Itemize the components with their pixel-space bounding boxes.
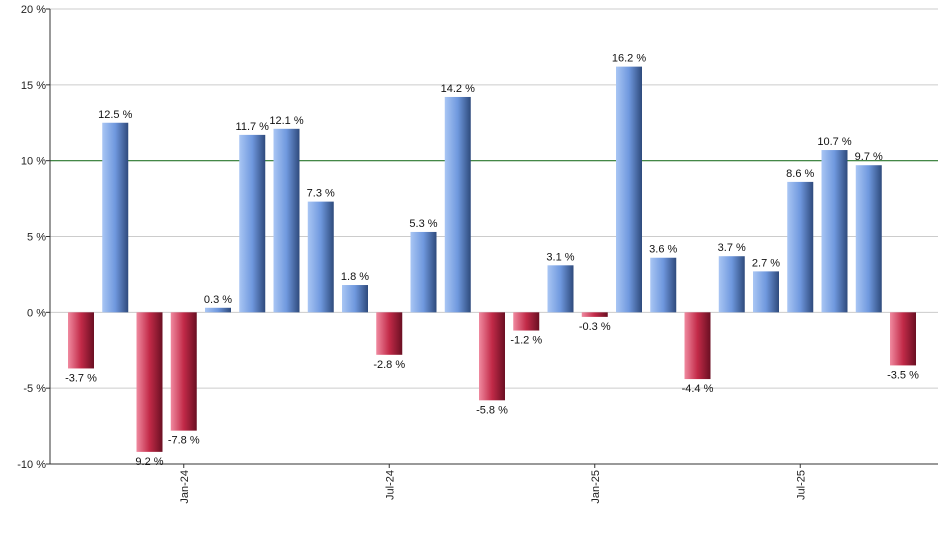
bar-value-label: -1.2 % <box>510 335 542 347</box>
bar-value-label: 3.6 % <box>649 244 677 256</box>
bar-Jan-25 <box>581 312 608 317</box>
bar-Nov-24 <box>513 312 540 331</box>
bar-Jul-24 <box>376 312 403 355</box>
bar-value-label: 10.7 % <box>817 136 851 148</box>
bar-value-label: 14.2 % <box>441 83 475 95</box>
bar-value-label: 5.3 % <box>409 218 437 230</box>
bar-Jan-24 <box>170 312 197 431</box>
bar-Oct-23 <box>68 312 94 369</box>
bar-value-label: 16.2 % <box>612 53 646 65</box>
y-tick-label: -5 % <box>23 383 46 395</box>
bar-May-24 <box>307 201 334 313</box>
bar-value-label: -0.3 % <box>579 321 611 333</box>
x-tick-label: Jul-24 <box>384 470 396 500</box>
bar-value-label: 0.3 % <box>204 294 232 306</box>
bar-Feb-24 <box>205 307 231 313</box>
bar-Sep-25 <box>855 165 882 313</box>
bar-value-label: 7.3 % <box>307 188 335 200</box>
bar-Dec-23 <box>136 312 163 452</box>
bar-Feb-25 <box>616 66 642 313</box>
bar-Nov-23 <box>102 122 129 313</box>
bars <box>68 66 916 452</box>
bar-value-label: 2.7 % <box>752 257 780 269</box>
x-tick-label: Jan-25 <box>590 470 602 504</box>
y-tick-label: 5 % <box>27 232 46 244</box>
bar-value-label: 9.7 % <box>855 151 883 163</box>
bar-value-label: 3.1 % <box>546 251 574 263</box>
y-tick-label: -10 % <box>17 459 46 471</box>
bar-Jul-25 <box>787 181 814 313</box>
bar-value-label: 8.6 % <box>786 168 814 180</box>
bar-value-label: -3.7 % <box>65 372 97 384</box>
bar-Apr-25 <box>684 312 711 380</box>
bar-Aug-25 <box>821 150 848 313</box>
bar-value-label: 9.2 % <box>135 456 163 468</box>
bar-value-label: 12.5 % <box>98 109 132 121</box>
bar-value-label: 3.7 % <box>718 242 746 254</box>
data-labels: -3.7 % 12.5 % 9.2 % -7.8 % 0.3 % 11.7 %12.1 %… <box>65 53 919 468</box>
bar-value-label: -3.5 % <box>887 369 919 381</box>
bar-value-label: -2.8 % <box>373 359 405 371</box>
bar-Apr-24 <box>273 128 300 313</box>
bar-value-label: -4.4 % <box>682 383 714 395</box>
y-tick-label: 0 % <box>27 307 46 319</box>
bar-value-label: 11.7 % <box>236 121 270 133</box>
bar-Aug-24 <box>410 231 437 313</box>
bar-May-25 <box>718 256 745 313</box>
axes: -10 % -5 % 0 % 5 % 10 % 15 % 20 % Jan-24 Jul-24 J… <box>17 4 938 504</box>
y-tick-label: 10 % <box>21 156 46 168</box>
x-tick-label: Jul-25 <box>795 470 807 500</box>
bar-Oct-25 <box>890 312 916 366</box>
y-tick-label: 15 % <box>21 80 46 92</box>
bar-Oct-24 <box>479 312 505 401</box>
bar-value-label: 12.1 % <box>269 115 303 127</box>
y-tick-label: 20 % <box>21 4 46 16</box>
bar-value-label: 1.8 % <box>341 271 369 283</box>
bar-Mar-25 <box>650 257 677 313</box>
x-tick-label: Jan-24 <box>179 470 191 504</box>
bar-Jun-25 <box>753 271 779 313</box>
bar-Sep-24 <box>444 96 471 313</box>
bar-value-label: -7.8 % <box>168 435 200 447</box>
bar-Dec-24 <box>547 265 574 313</box>
bar-Mar-24 <box>239 134 266 313</box>
bar-value-label: -5.8 % <box>476 404 508 416</box>
bar-Jun-24 <box>342 285 368 313</box>
